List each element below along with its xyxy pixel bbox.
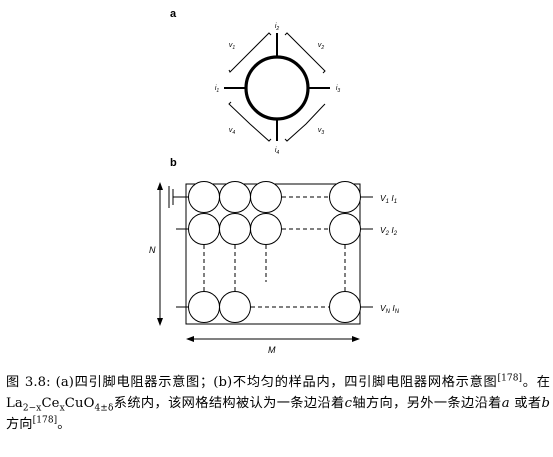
bracket-v2	[284, 32, 326, 74]
axis-label-n: N	[149, 245, 156, 255]
volt-label-v3: v3	[318, 127, 325, 136]
row-label-n: VN IN	[380, 303, 400, 315]
volt-label-v2: v2	[318, 42, 325, 51]
dashed-ellipsis-lines	[203, 196, 346, 308]
ground-symbol	[168, 186, 189, 208]
citation-ref[interactable]: [178]	[497, 373, 523, 384]
grid-resistor	[250, 213, 282, 245]
axis-label-m: M	[268, 345, 276, 355]
pin-label-i4: i4	[275, 147, 280, 156]
citation-ref[interactable]: [178]	[32, 415, 58, 426]
bracket-v4	[228, 101, 272, 142]
panel-b-label: b	[170, 157, 177, 169]
bracket-v3	[284, 103, 326, 142]
four-terminal-resistor-circle	[244, 55, 310, 121]
figure: a i2 i1 i3 i4 v1 v2 v3 v4 b	[149, 8, 400, 355]
panel-b: b	[149, 157, 400, 355]
grid-resistor	[329, 181, 361, 213]
pin-label-i3: i3	[336, 85, 341, 94]
n-dimension-arrow	[157, 182, 163, 326]
grid-resistor	[219, 291, 251, 323]
panel-a: a i2 i1 i3 i4 v1 v2 v3 v4	[170, 8, 340, 156]
grid-resistor	[329, 291, 361, 323]
grid-resistor	[219, 181, 251, 213]
grid-resistor	[188, 181, 220, 213]
grid-resistor	[188, 291, 220, 323]
volt-label-v4: v4	[229, 127, 236, 136]
volt-label-v1: v1	[229, 42, 236, 51]
bracket-v1	[228, 32, 272, 73]
pin-label-i2: i2	[275, 23, 280, 32]
grid-resistor	[329, 213, 361, 245]
grid-resistor	[250, 181, 282, 213]
m-dimension-arrow	[186, 336, 360, 342]
panel-a-label: a	[170, 8, 177, 20]
figure-caption: 图 3.8: (a)四引脚电阻器示意图；(b)不均匀的样品内，四引脚电阻器网格示…	[6, 373, 550, 432]
grid-resistor	[188, 213, 220, 245]
grid-resistor	[219, 213, 251, 245]
row-label-1: V1 I1	[380, 193, 397, 205]
row-label-2: V2 I2	[380, 225, 398, 237]
resistor-grid	[188, 181, 361, 323]
pin-label-i1: i1	[215, 85, 220, 94]
